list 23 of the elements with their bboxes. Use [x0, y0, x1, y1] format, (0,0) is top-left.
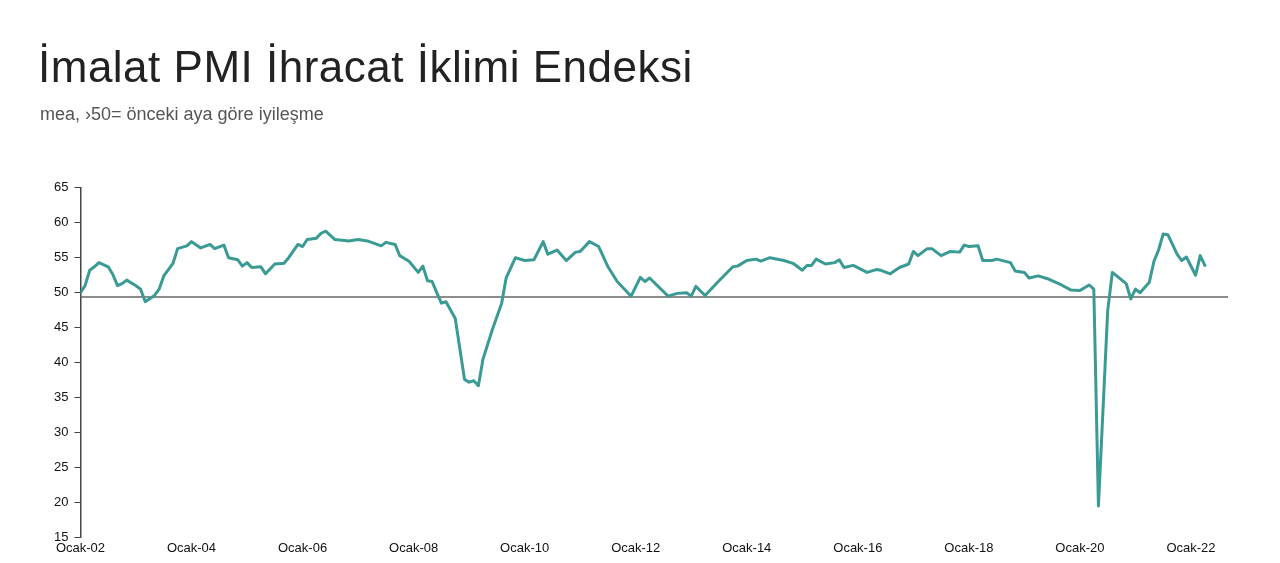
chart-title: İmalat PMI İhracat İklimi Endeksi: [38, 42, 693, 92]
x-tick-label: Ocak-16: [833, 539, 883, 555]
y-tick-label: 45: [53, 319, 69, 335]
y-tick-label: 25: [53, 459, 69, 475]
x-tick-label: Ocak-04: [166, 539, 217, 555]
y-tick-label: 20: [53, 494, 69, 510]
x-tick-label: Ocak-22: [1166, 539, 1216, 555]
x-tick-label: Ocak-14: [722, 539, 772, 555]
y-tick-label: 40: [53, 354, 69, 370]
y-tick-label: 60: [53, 214, 69, 230]
y-tick-label: 50: [53, 284, 69, 300]
x-tick-label: Ocak-08: [389, 539, 439, 555]
x-tick-label: Ocak-10: [500, 539, 550, 555]
chart-subtitle: mea, ›50= önceki aya göre iyileşme: [40, 104, 324, 125]
y-tick-label: 30: [53, 424, 69, 440]
y-tick-label: 15: [53, 528, 69, 544]
x-tick-label: Ocak-20: [1055, 539, 1105, 555]
y-tick-label: 65: [53, 179, 69, 195]
y-tick-label: 55: [53, 249, 69, 265]
y-tick-label: 35: [53, 389, 69, 405]
x-tick-label: Ocak-12: [611, 539, 661, 555]
x-tick-label: Ocak-18: [944, 539, 994, 555]
x-tick-label: Ocak-06: [277, 539, 328, 555]
